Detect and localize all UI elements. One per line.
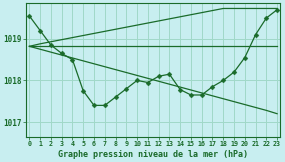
X-axis label: Graphe pression niveau de la mer (hPa): Graphe pression niveau de la mer (hPa) <box>58 150 248 159</box>
